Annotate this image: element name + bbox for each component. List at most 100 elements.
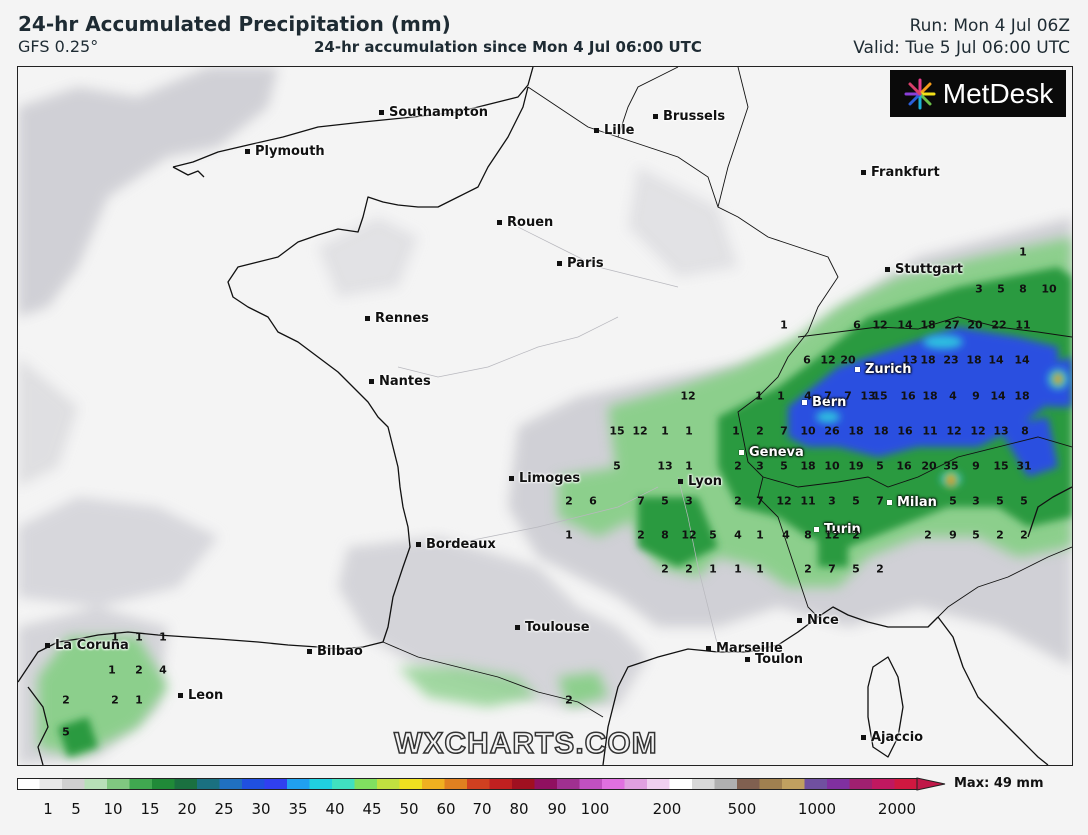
precip-value-label: 13 (657, 459, 673, 473)
precip-value-label: 1 (732, 424, 740, 438)
color-bar-segment (557, 778, 580, 790)
city-name: Brussels (663, 109, 726, 124)
precip-value-label: 9 (949, 528, 957, 542)
color-bar-segment (422, 778, 445, 790)
precip-value-label: 5 (709, 528, 717, 542)
city-plymouth: Plymouth (245, 144, 325, 159)
precip-value-label: 1 (108, 663, 116, 677)
city-marker-icon (497, 220, 502, 225)
color-bar-segment (287, 778, 310, 790)
city-marker-icon (814, 527, 819, 532)
city-marseille: Marseille (706, 641, 783, 656)
legend-tick-label: 30 (251, 800, 271, 818)
city-marker-icon (706, 646, 711, 651)
color-bar-segment (467, 778, 490, 790)
color-bar-segment (602, 778, 625, 790)
legend-tick-label: 15 (140, 800, 160, 818)
city-marker-icon (416, 542, 421, 547)
city-toulon: Toulon (745, 652, 803, 667)
city-marker-icon (515, 625, 520, 630)
city-name: Ajaccio (871, 730, 924, 745)
city-limoges: Limoges (509, 471, 580, 486)
color-bar-segment (354, 778, 378, 790)
precip-value-label: 8 (804, 528, 812, 542)
precip-value-label: 7 (637, 494, 645, 508)
legend-tick-label: 500 (727, 800, 757, 818)
color-bar-segment (737, 778, 760, 790)
precip-value-label: 1 (1019, 245, 1027, 259)
city-marker-icon (178, 693, 183, 698)
city-marker-icon (745, 657, 750, 662)
legend-tick-label: 200 (652, 800, 682, 818)
color-bar-segment (534, 778, 558, 790)
precip-value-label: 16 (900, 389, 916, 403)
precip-value-label: 1 (685, 424, 693, 438)
color-bar-segment (264, 778, 288, 790)
city-name: Nantes (379, 374, 431, 389)
precip-value-label: 2 (734, 459, 742, 473)
city-name: Bordeaux (426, 537, 496, 552)
precip-value-label: 5 (613, 459, 621, 473)
precipitation-map[interactable]: MetDesk Southampton Brussels Lille Plymouth… (17, 66, 1073, 766)
precip-value-label: 2 (637, 528, 645, 542)
precip-value-label: 1 (756, 528, 764, 542)
precip-value-label: 5 (949, 494, 957, 508)
legend-tick-label: 80 (509, 800, 529, 818)
legend-tick-label: 45 (362, 800, 382, 818)
city-name: Turin (824, 522, 861, 537)
precip-value-label: 2 (1020, 528, 1028, 542)
color-bar-segment (399, 778, 423, 790)
color-bar-segment (332, 778, 355, 790)
city-marker-icon (365, 316, 370, 321)
city-lyon: Lyon (678, 474, 722, 489)
color-bar-segment (39, 778, 63, 790)
legend-tick-label: 100 (580, 800, 610, 818)
city-marker-icon (45, 643, 50, 648)
precip-value-label: 14 (1014, 353, 1030, 367)
city-marker-icon (861, 170, 866, 175)
city-leon: Leon (178, 688, 223, 703)
precip-value-label: 4 (782, 528, 790, 542)
precip-value-label: 23 (943, 353, 959, 367)
precip-value-label: 16 (896, 459, 912, 473)
precip-value-label: 3 (975, 282, 983, 296)
city-name: Frankfurt (871, 165, 940, 180)
color-bar-segment (197, 778, 220, 790)
color-bar-segment (849, 778, 873, 790)
precip-value-label: 2 (111, 693, 119, 707)
precip-value-label: 5 (972, 528, 980, 542)
city-geneva: Geneva (739, 445, 804, 460)
precip-value-label: 31 (1016, 459, 1032, 473)
precip-value-label: 7 (876, 494, 884, 508)
color-bar-segment (714, 778, 738, 790)
precip-value-label: 9 (972, 389, 980, 403)
city-marker-icon (245, 149, 250, 154)
city-nantes: Nantes (369, 374, 431, 389)
precip-value-label: 2 (685, 562, 693, 576)
color-bar-segment (579, 778, 603, 790)
legend-tick-label: 40 (325, 800, 345, 818)
city-stuttgart: Stuttgart (885, 262, 963, 277)
precip-value-label: 1 (159, 630, 167, 644)
color-bar-segment (84, 778, 108, 790)
city-name: Bern (812, 395, 847, 410)
metdesk-logo: MetDesk (890, 70, 1066, 117)
color-bar-segment (669, 778, 693, 790)
precip-value-label: 2 (852, 528, 860, 542)
map-canvas (18, 67, 1072, 765)
precip-value-label: 1 (661, 424, 669, 438)
city-turin: Turin (814, 522, 861, 537)
precip-value-label: 12 (776, 494, 792, 508)
city-frankfurt: Frankfurt (861, 165, 940, 180)
color-bar-segment (152, 778, 175, 790)
city-marker-icon (861, 735, 866, 740)
precip-value-label: 2 (661, 562, 669, 576)
precip-value-label: 14 (897, 318, 913, 332)
precip-value-label: 20 (921, 459, 937, 473)
precip-value-label: 12 (680, 389, 696, 403)
city-name: Limoges (519, 471, 581, 486)
precip-value-label: 20 (840, 353, 856, 367)
precip-value-label: 5 (996, 494, 1004, 508)
color-bar-segment (219, 778, 243, 790)
color-bar-segment (174, 778, 198, 790)
